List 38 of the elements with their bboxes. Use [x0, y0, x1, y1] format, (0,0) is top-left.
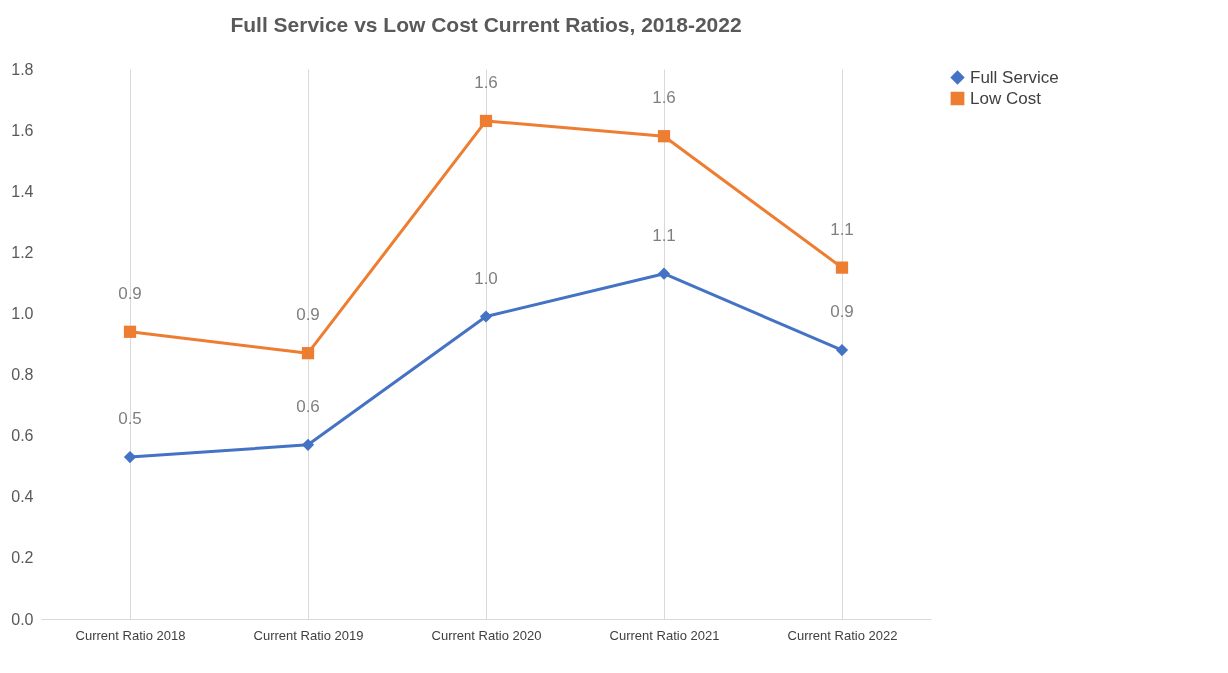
point — [301, 438, 315, 451]
chart-title: Full Service vs Low Cost Current Ratios, 2018-2022 — [230, 13, 742, 36]
point — [479, 310, 493, 323]
legend-label: Full Service — [970, 67, 1059, 87]
y-tick-label: 0.6 — [11, 427, 34, 445]
x-tick-label: Current Ratio 2020 — [431, 627, 542, 643]
data-label: 0.9 — [118, 283, 142, 303]
x-tick-label: Current Ratio 2018 — [75, 627, 186, 643]
point — [835, 261, 849, 274]
y-tick-label: 1.2 — [11, 243, 34, 261]
point — [301, 347, 315, 360]
point — [123, 450, 137, 464]
point — [835, 343, 849, 357]
x-tick-label: Current Ratio 2022 — [787, 627, 898, 643]
y-tick-label: 0.0 — [11, 610, 34, 628]
legend-label: Low Cost — [970, 88, 1042, 108]
data-label: 1.6 — [652, 88, 676, 108]
data-label: 1.1 — [830, 219, 854, 239]
point — [479, 114, 493, 128]
data-label: 0.9 — [830, 302, 854, 322]
data-label: 0.9 — [296, 305, 320, 325]
point — [657, 267, 671, 280]
data-label: 1.6 — [474, 72, 498, 92]
y-tick-label: 0.8 — [11, 366, 34, 384]
x-tick-label: Current Ratio 2019 — [253, 627, 364, 643]
data-label: 0.6 — [296, 396, 320, 416]
y-tick-label: 0.2 — [11, 549, 34, 567]
data-label: 1.1 — [652, 225, 676, 245]
point — [123, 325, 137, 338]
point — [657, 130, 671, 143]
y-tick-label: 0.4 — [11, 488, 34, 506]
y-tick-label: 1.6 — [11, 121, 34, 139]
data-label: 0.5 — [118, 409, 142, 429]
y-tick-label: 1.4 — [11, 182, 34, 200]
data-label: 1.0 — [474, 268, 498, 288]
x-tick-label: Current Ratio 2021 — [609, 627, 720, 643]
y-tick-label: 1.8 — [11, 60, 34, 78]
y-tick-label: 1.0 — [11, 304, 34, 322]
